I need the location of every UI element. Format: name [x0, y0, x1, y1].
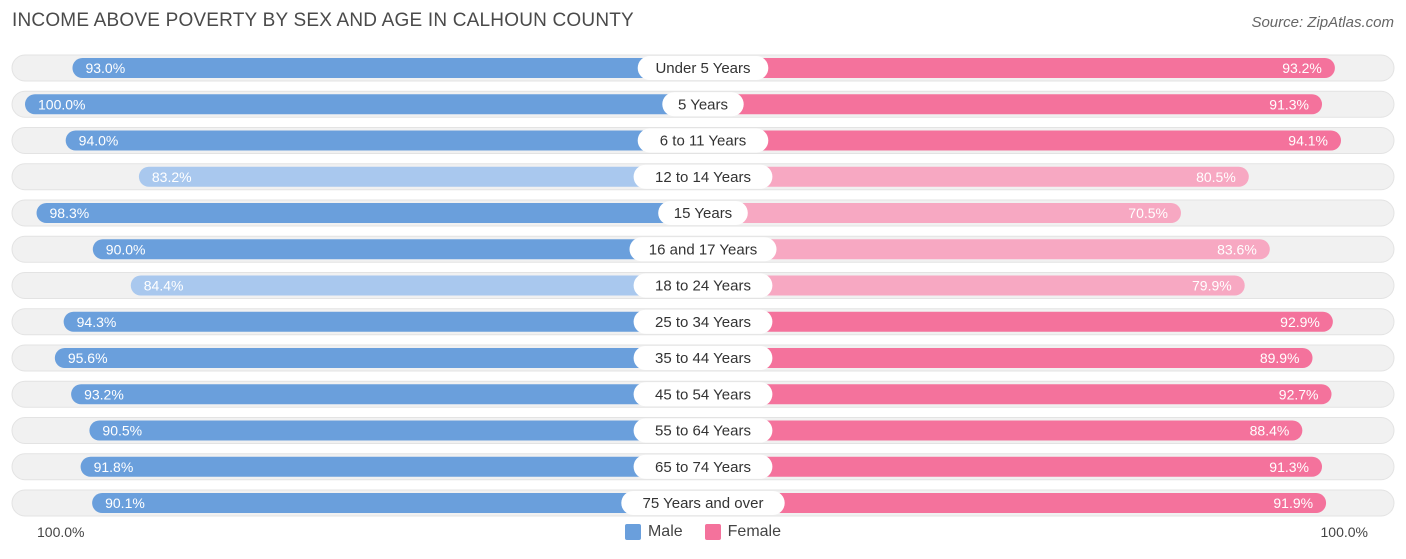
bar-female: [703, 94, 1323, 115]
bar-female: [703, 311, 1333, 332]
category-pill: [633, 382, 773, 407]
bar-male: [25, 94, 703, 115]
category-pill: [629, 237, 777, 262]
bar-female: [703, 275, 1245, 296]
bar-value-male: 90.1%: [105, 495, 145, 511]
bar-male: [92, 239, 704, 260]
bar-value-female: 92.9%: [1280, 314, 1320, 330]
category-label: 18 to 24 Years: [655, 278, 751, 295]
bar-value-male: 94.3%: [77, 314, 117, 330]
legend-item-female: Female: [704, 523, 782, 541]
category-pill: [633, 164, 773, 189]
bar-value-female: 83.6%: [1217, 241, 1257, 257]
category-pill: [633, 273, 773, 298]
bar-value-male: 100.0%: [38, 96, 85, 112]
bar-value-male: 93.0%: [85, 60, 125, 76]
bar-value-female: 80.5%: [1196, 169, 1236, 185]
bar-value-female: 70.5%: [1128, 205, 1168, 221]
bar-male: [36, 203, 703, 223]
bar-male: [71, 384, 703, 405]
category-label: 16 and 17 Years: [649, 241, 757, 258]
bar-female: [703, 130, 1341, 151]
category-pill: [633, 309, 773, 334]
category-pill: [633, 454, 773, 479]
category-label: 6 to 11 Years: [660, 133, 746, 150]
bar-value-male: 90.0%: [106, 241, 146, 257]
bar-value-female: 94.1%: [1288, 133, 1328, 149]
bar-female: [703, 420, 1303, 441]
bar-value-female: 92.7%: [1279, 386, 1319, 402]
bar-female: [703, 58, 1335, 78]
bar-male: [54, 348, 703, 368]
bar-value-female: 88.4%: [1250, 423, 1290, 439]
source-credit: Source: ZipAtlas.com: [1251, 14, 1394, 31]
bar-female: [703, 203, 1181, 223]
bar-value-male: 91.8%: [94, 459, 134, 475]
bar-value-female: 89.9%: [1260, 350, 1300, 366]
category-pill: [633, 418, 773, 443]
category-pill: [633, 346, 773, 370]
bar-male: [72, 58, 703, 78]
category-label: 25 to 34 Years: [655, 314, 751, 331]
category-label: 45 to 54 Years: [655, 386, 751, 403]
category-pill: [658, 201, 748, 225]
bar-female: [703, 348, 1313, 368]
bar-male: [80, 456, 703, 477]
category-pill: [637, 56, 769, 80]
bar-male: [63, 311, 704, 332]
legend-swatch-female: [704, 524, 721, 540]
bar-male: [130, 275, 703, 296]
bar-male: [138, 166, 704, 187]
category-label: Under 5 Years: [655, 60, 750, 77]
bar-value-male: 95.6%: [68, 350, 108, 366]
bar-value-male: 93.2%: [84, 386, 124, 402]
bar-value-male: 98.3%: [50, 205, 90, 221]
category-label: 5 Years: [678, 96, 728, 113]
bar-male: [92, 493, 703, 513]
bar-value-female: 91.3%: [1269, 459, 1309, 475]
bar-value-male: 94.0%: [79, 133, 119, 149]
bar-value-male: 90.5%: [102, 423, 142, 439]
bar-female: [703, 493, 1327, 513]
category-label: 12 to 14 Years: [655, 169, 751, 186]
category-pill: [637, 128, 769, 153]
bar-value-female: 79.9%: [1192, 278, 1232, 294]
bar-value-male: 84.4%: [144, 278, 184, 294]
bar-female: [703, 239, 1270, 260]
legend-item-male: Male: [624, 523, 683, 541]
axis-left-label: 100.0%: [37, 524, 85, 540]
category-pill: [621, 491, 785, 515]
bar-male: [89, 420, 703, 441]
bar-value-male: 83.2%: [152, 169, 192, 185]
bar-value-female: 91.3%: [1269, 96, 1309, 112]
category-label: 65 to 74 Years: [655, 459, 751, 476]
category-pill: [662, 92, 744, 117]
bar-value-female: 91.9%: [1273, 495, 1313, 511]
legend-swatch-male: [624, 524, 641, 540]
legend-label-male: Male: [647, 523, 683, 540]
bar-male: [65, 130, 704, 151]
bar-female: [703, 166, 1249, 187]
chart-title: INCOME ABOVE POVERTY BY SEX AND AGE IN C…: [12, 10, 634, 31]
category-label: 15 Years: [674, 205, 732, 222]
bar-value-female: 93.2%: [1282, 60, 1322, 76]
bar-chart: 93.0% 93.2% Under 5 Years 100.0% 91.3% 5 Year…: [11, 54, 1395, 517]
legend: Male Female: [0, 523, 1406, 541]
category-label: 55 to 64 Years: [655, 423, 751, 440]
legend-label-female: Female: [727, 523, 782, 540]
category-label: 35 to 44 Years: [655, 350, 751, 367]
axis-right-label: 100.0%: [1320, 524, 1368, 540]
category-label: 75 Years and over: [643, 495, 764, 512]
bar-female: [703, 384, 1332, 405]
bar-female: [703, 456, 1323, 477]
